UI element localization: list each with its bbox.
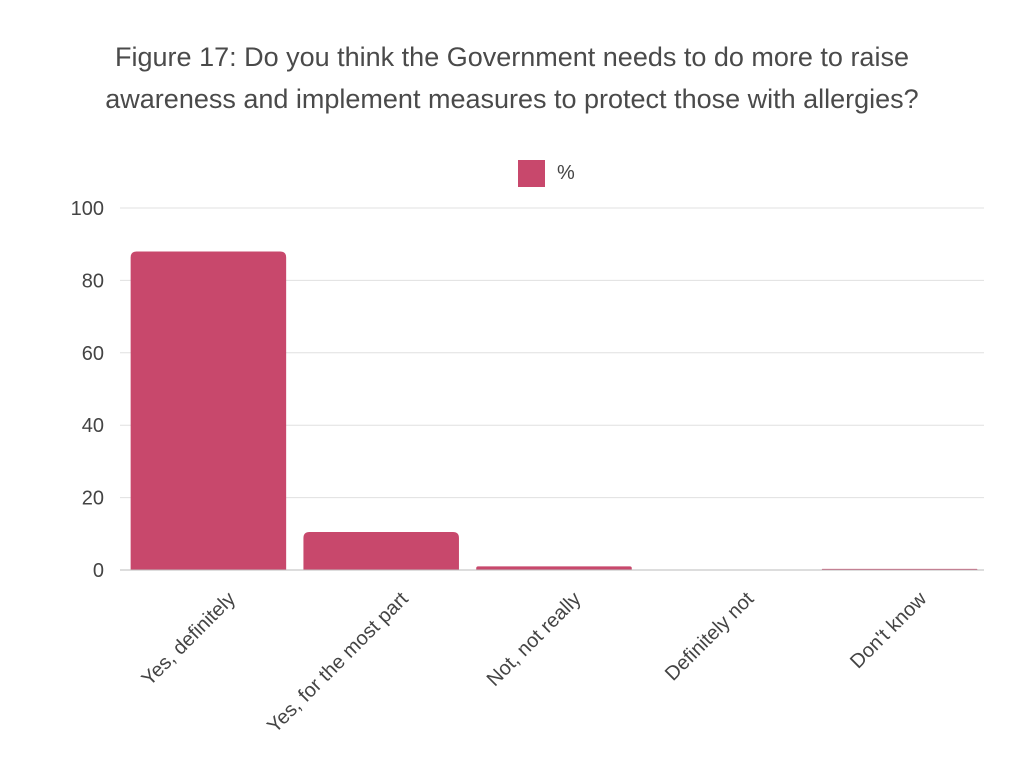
y-tick-label-80: 80 <box>82 270 104 292</box>
y-axis-ticks: 0 20 40 60 80 100 <box>71 198 104 582</box>
legend-swatch <box>518 160 545 187</box>
bars <box>130 251 978 570</box>
chart-title-line-1: Figure 17: Do you think the Government n… <box>115 42 909 72</box>
chart-title-line-2: awareness and implement measures to prot… <box>105 84 919 114</box>
y-tick-label-0: 0 <box>93 560 104 582</box>
x-tick-label-3: Definitely not <box>661 588 759 686</box>
x-tick-label-4: Don't know <box>846 588 931 673</box>
y-tick-label-100: 100 <box>71 198 104 220</box>
x-axis-labels: Yes, definitely Yes, for the most part Not… <box>138 588 932 738</box>
x-tick-label-0: Yes, definitely <box>138 588 240 690</box>
x-tick-label-2: Not, not really <box>483 588 586 691</box>
bar-1 <box>303 531 459 570</box>
chart-legend: % <box>518 160 575 187</box>
bar-2 <box>476 566 632 570</box>
y-tick-label-40: 40 <box>82 415 104 437</box>
chart-title: Figure 17: Do you think the Government n… <box>0 36 1024 120</box>
bar-0 <box>130 251 287 570</box>
y-tick-label-20: 20 <box>82 488 104 510</box>
x-tick-label-1: Yes, for the most part <box>263 588 413 738</box>
y-tick-label-60: 60 <box>82 343 104 365</box>
legend-label: % <box>557 162 575 184</box>
